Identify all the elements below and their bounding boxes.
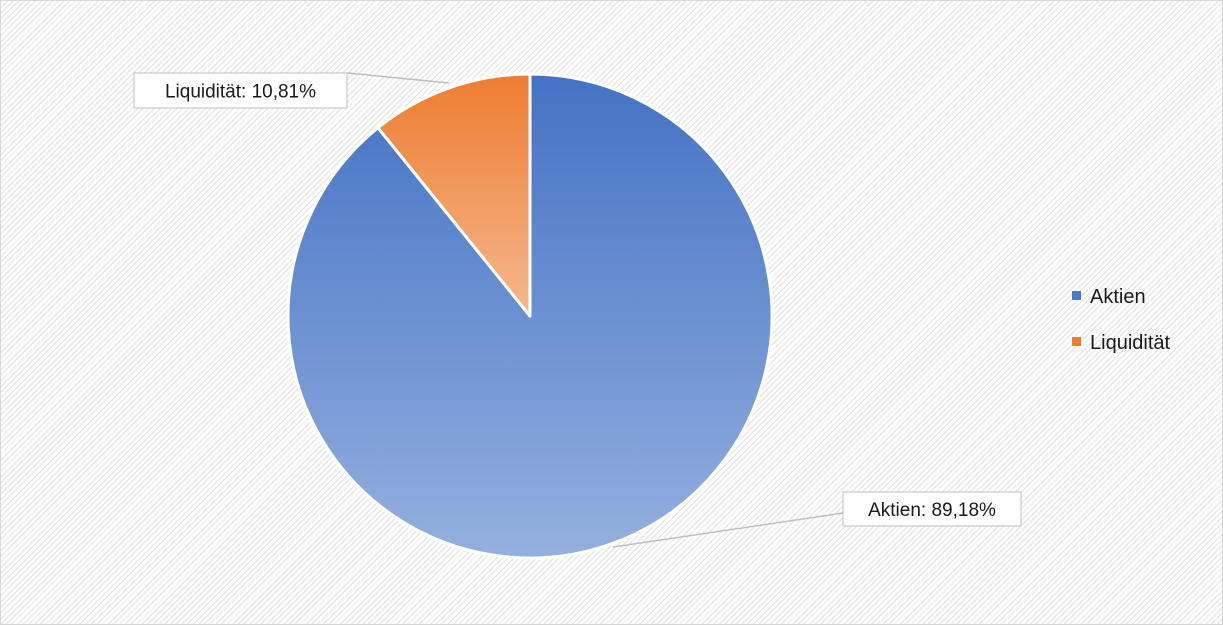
data-label-text: Aktien: 89,18%: [868, 500, 996, 521]
data-label: Aktien: 89,18%: [842, 491, 1022, 527]
leader-line: [612, 512, 844, 548]
data-label-box: [842, 491, 1022, 527]
data-label-text: Liquidität: 10,81%: [165, 82, 316, 103]
legend: Aktien Liquidität: [1072, 286, 1171, 354]
legend-item-aktien: Aktien: [1072, 286, 1146, 308]
data-label-box: [133, 72, 348, 109]
legend-swatch: [1072, 291, 1081, 300]
legend-swatch: [1072, 337, 1081, 346]
legend-label: Liquidität: [1090, 332, 1171, 354]
legend-label: Aktien: [1090, 286, 1146, 308]
legend-item-liquidit-t: Liquidität: [1072, 332, 1171, 354]
pie-slice-liquidit-t: [376, 72, 532, 318]
leader-line: [346, 72, 450, 84]
data-label: Liquidität: 10,81%: [133, 72, 348, 109]
